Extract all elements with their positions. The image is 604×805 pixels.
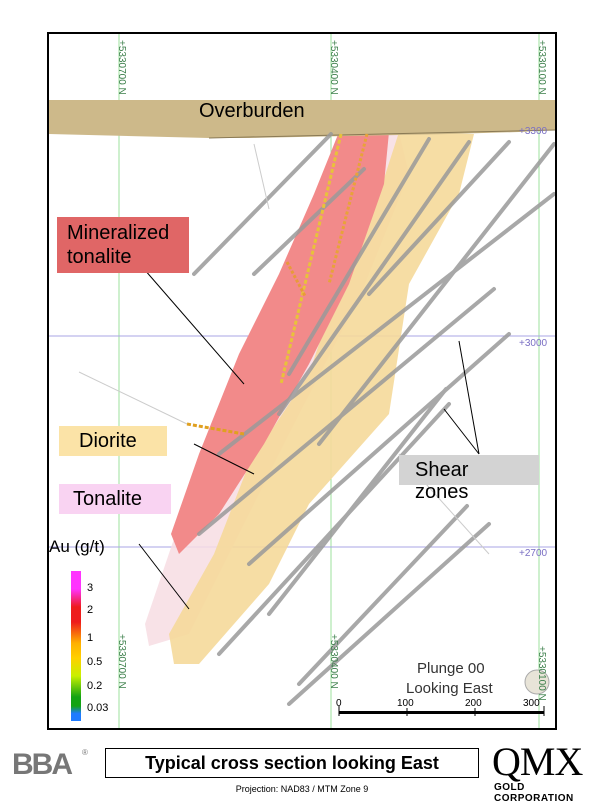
legend-title: Au (g/t)	[49, 537, 105, 556]
diorite-label: Diorite	[59, 426, 167, 456]
overburden-layer	[49, 100, 555, 138]
northing-bottom-label-2: +5330400 N	[328, 634, 339, 689]
projection-note: Projection: NAD83 / MTM Zone 9	[235, 784, 369, 794]
legend-item-1: 1	[87, 632, 94, 644]
tonalite-label: Tonalite	[59, 484, 171, 514]
cross-section-frame: +5330700 N +5330400 N +5330100 N +533070…	[47, 32, 557, 730]
qmx-logo: QMX	[492, 739, 583, 784]
legend-item-3: 3	[87, 582, 94, 594]
section-title: Typical cross section looking East	[105, 748, 479, 778]
legend-item-0-5: 0.5	[87, 656, 103, 668]
legend-item-2: 2	[87, 604, 94, 616]
scale-bar	[338, 706, 545, 716]
northing-label-2: +5330400 N	[328, 40, 339, 95]
northing-bottom-label-1: +5330700 N	[116, 634, 127, 689]
qmx-subtitle: GOLD CORPORATION	[494, 782, 574, 804]
view-orientation-icon	[524, 669, 550, 695]
plunge-label: Plunge 00	[417, 660, 485, 677]
shear-zones	[192, 132, 555, 706]
label-arrows	[138, 268, 480, 610]
scale-tick-100: 100	[397, 698, 414, 709]
overburden-label: Overburden	[199, 100, 305, 122]
cross-section-drawing	[49, 34, 555, 728]
bba-registered-mark: ®	[82, 748, 88, 757]
northing-bottom-label-3: +5330100 N	[536, 646, 547, 701]
mineralized-tonalite-label: Mineralized tonalite	[57, 217, 189, 273]
elevation-label-2700: +2700	[519, 548, 548, 559]
bba-logo: BBA	[12, 748, 73, 781]
northing-label-1: +5330700 N	[116, 40, 127, 95]
scale-tick-300: 300	[523, 698, 540, 709]
looking-east-label: Looking East	[406, 680, 493, 697]
legend-colorbar	[71, 571, 81, 721]
scale-tick-0: 0	[336, 698, 342, 709]
elevation-label-3300: +3300	[519, 126, 548, 137]
northing-label-3: +5330100 N	[536, 40, 547, 95]
scale-tick-200: 200	[465, 698, 482, 709]
legend-item-0-03: 0.03	[87, 702, 109, 714]
elevation-label-3000: +3000	[519, 338, 548, 349]
shear-zones-label: Shear zones	[399, 455, 539, 503]
legend-item-0-2: 0.2	[87, 680, 103, 692]
